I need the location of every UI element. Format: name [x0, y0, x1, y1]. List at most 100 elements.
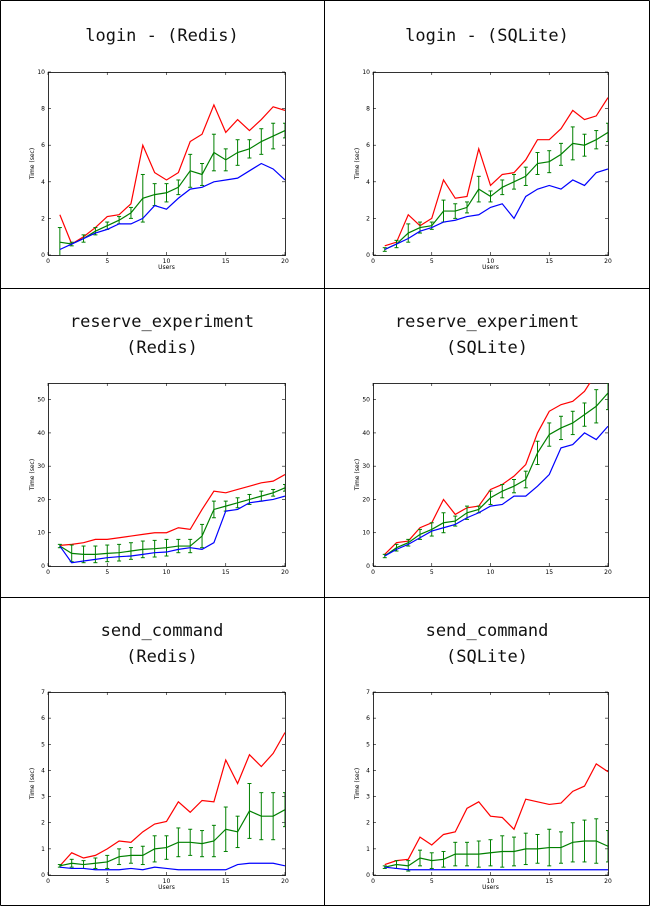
y-tick-label: 3: [366, 794, 370, 801]
y-axis-label: Time (sec): [354, 148, 361, 180]
y-tick-label: 10: [362, 530, 370, 537]
series-line: [384, 131, 608, 251]
y-tick-label: 40: [37, 430, 45, 437]
y-tick-label: 50: [362, 397, 370, 404]
chart-title: send_command: [425, 621, 549, 641]
series-line: [384, 97, 608, 247]
y-tick-label: 6: [366, 142, 370, 149]
series-line: [59, 809, 285, 867]
y-tick-label: 10: [37, 69, 45, 76]
panel-send-redis: send_command (Redis): [0, 597, 324, 906]
y-tick-label: 4: [366, 179, 370, 186]
x-axis-label: Users: [158, 884, 175, 891]
y-tick-label: 2: [41, 820, 45, 827]
x-tick-label: 20: [604, 258, 612, 265]
y-tick-label: 10: [37, 530, 45, 537]
y-tick-label: 7: [366, 689, 370, 696]
x-tick-label: 10: [163, 569, 171, 576]
x-tick-label: 20: [281, 258, 289, 265]
chart-title: send_command: [100, 621, 224, 641]
y-tick-label: 0: [41, 252, 45, 259]
series-group: [382, 383, 608, 559]
x-tick-label: 15: [545, 258, 553, 265]
plot-5: 0 5 10 15 20 0 1 2 3 4 5 6 7 Users Time (sec): [354, 689, 612, 891]
x-tick-label: 15: [222, 569, 230, 576]
y-tick-label: 50: [37, 397, 45, 404]
x-tick-label: 20: [281, 569, 289, 576]
x-tick-label: 0: [371, 258, 375, 265]
series-group: [57, 732, 285, 871]
x-tick-label: 0: [371, 878, 375, 885]
series-group: [382, 763, 608, 872]
y-axis-label: Time (sec): [29, 148, 36, 180]
chart-title: login - (SQLite): [405, 26, 569, 46]
panel-login-sqlite: login - (SQLite): [324, 0, 650, 288]
x-tick-label: 15: [545, 878, 553, 885]
y-tick-label: 8: [366, 106, 370, 113]
y-tick-label: 20: [362, 496, 370, 503]
series-line: [59, 487, 285, 555]
x-tick-label: 0: [46, 878, 50, 885]
axes-frame: [48, 383, 286, 567]
y-tick-label: 1: [41, 846, 45, 853]
series-line: [59, 103, 285, 245]
y-tick-label: 6: [366, 715, 370, 722]
y-axis-label: Time (sec): [354, 459, 361, 491]
series-line: [59, 862, 285, 871]
chart-subtitle: (Redis): [126, 647, 198, 667]
y-tick-label: 30: [362, 463, 370, 470]
x-tick-label: 5: [430, 258, 434, 265]
y-tick-label: 3: [41, 794, 45, 801]
y-tick-label: 2: [366, 215, 370, 222]
y-tick-label: 0: [366, 252, 370, 259]
x-tick-label: 10: [487, 258, 495, 265]
axes-frame: [48, 72, 286, 256]
x-tick-label: 20: [604, 878, 612, 885]
y-tick-label: 2: [366, 820, 370, 827]
chart-title: reserve_experiment: [69, 312, 255, 332]
y-tick-label: 4: [41, 179, 45, 186]
series-line: [59, 162, 285, 251]
x-axis-label: Users: [482, 264, 499, 271]
axes-frame: [373, 692, 609, 876]
y-tick-label: 7: [41, 689, 45, 696]
chart-subtitle: (SQLite): [446, 338, 528, 358]
y-axis-label: Time (sec): [29, 768, 36, 800]
x-tick-label: 10: [163, 878, 171, 885]
plot-4: 0 5 10 15 20 0 1 2 3 4 5 6 7 Users Time (sec): [29, 689, 289, 891]
chart-subtitle: (Redis): [126, 338, 198, 358]
panel-send-sqlite: send_command (SQLite): [324, 597, 650, 906]
axes-frame: [48, 692, 286, 876]
y-tick-label: 10: [362, 69, 370, 76]
series-line: [384, 392, 608, 557]
x-tick-label: 0: [371, 569, 375, 576]
series-line: [384, 168, 608, 251]
x-tick-label: 20: [604, 569, 612, 576]
y-axis-label: Time (sec): [29, 459, 36, 491]
y-tick-label: 5: [366, 741, 370, 748]
chart-title: reserve_experiment: [394, 312, 580, 332]
series-line: [384, 383, 591, 555]
x-tick-label: 5: [430, 878, 434, 885]
y-tick-label: 8: [41, 106, 45, 113]
series-line: [384, 763, 608, 866]
series-group: [57, 103, 285, 255]
y-tick-label: 0: [41, 872, 45, 879]
series-group: [382, 97, 608, 252]
panel-reserve-redis: reserve_experiment (Redis): [0, 288, 324, 597]
axes-frame: [373, 383, 609, 567]
panel-login-redis: login - (Redis): [0, 0, 324, 288]
x-tick-label: 15: [222, 878, 230, 885]
series-group: [57, 473, 285, 564]
y-tick-label: 2: [41, 215, 45, 222]
y-tick-label: 4: [366, 767, 370, 774]
x-tick-label: 0: [46, 258, 50, 265]
y-tick-label: 0: [366, 563, 370, 570]
y-tick-label: 20: [37, 496, 45, 503]
x-tick-label: 20: [281, 878, 289, 885]
series-line: [59, 473, 285, 546]
